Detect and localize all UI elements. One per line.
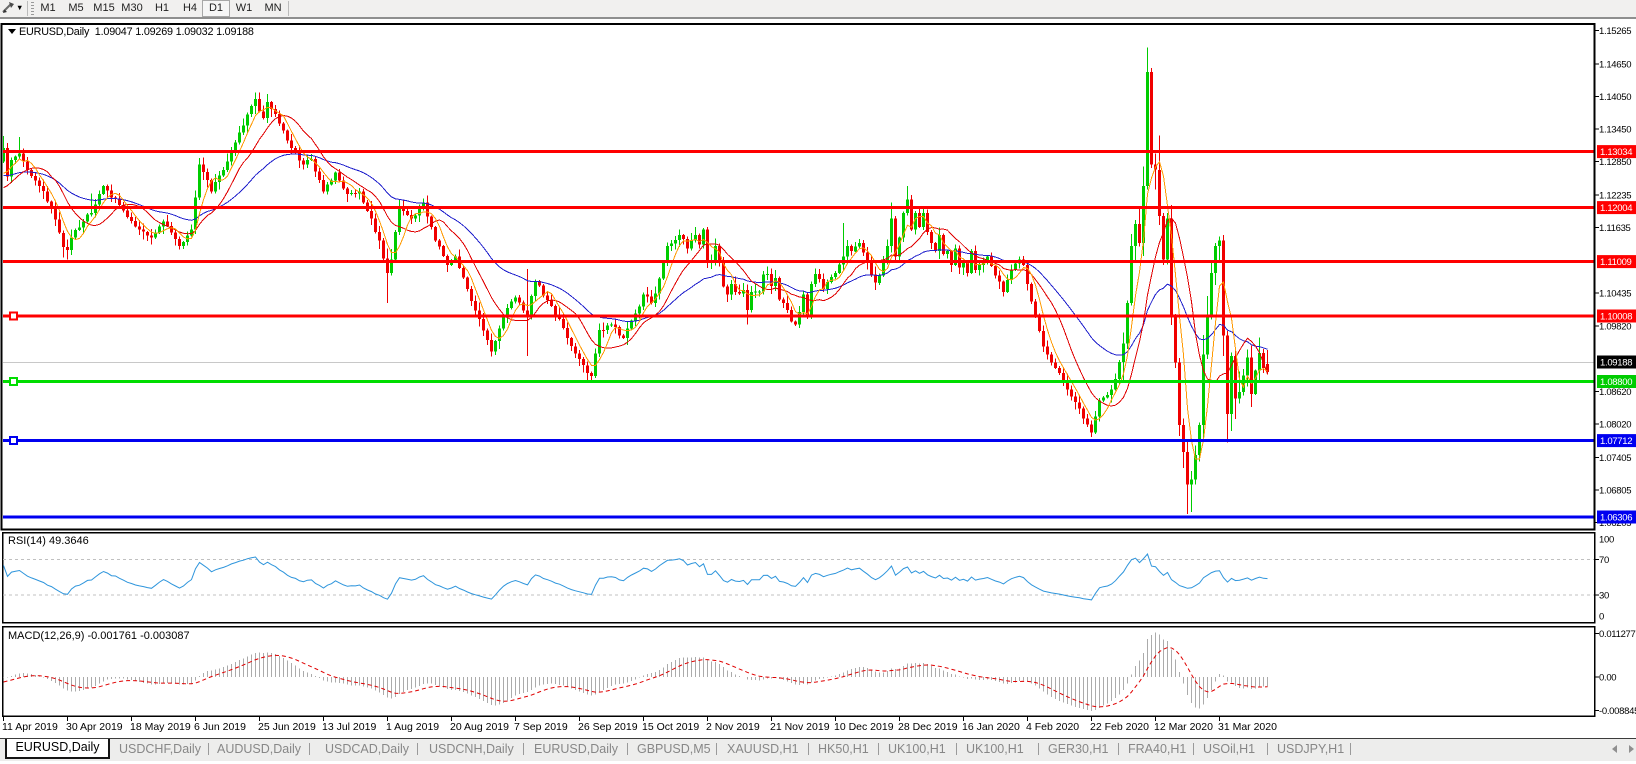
svg-text:1.10008: 1.10008 bbox=[1600, 312, 1632, 323]
svg-text:1.13034: 1.13034 bbox=[1600, 147, 1632, 158]
svg-text:25 Jun 2019: 25 Jun 2019 bbox=[258, 721, 316, 733]
svg-text:1.14650: 1.14650 bbox=[1599, 59, 1631, 70]
svg-text:1.15265: 1.15265 bbox=[1599, 26, 1631, 37]
svg-text:1.11635: 1.11635 bbox=[1599, 223, 1631, 234]
svg-text:1.10435: 1.10435 bbox=[1599, 288, 1631, 299]
svg-text:26 Sep 2019: 26 Sep 2019 bbox=[578, 721, 638, 733]
svg-text:1.08020: 1.08020 bbox=[1599, 419, 1631, 430]
svg-text:EURUSD,Daily 1.09047 1.09269: EURUSD,Daily 1.09047 1.09269 1.09032 1.0… bbox=[19, 26, 254, 38]
svg-text:22 Feb 2020: 22 Feb 2020 bbox=[1090, 721, 1149, 733]
svg-text:1.11009: 1.11009 bbox=[1600, 257, 1632, 268]
svg-text:-0.008845: -0.008845 bbox=[1599, 706, 1636, 717]
svg-text:1.12850: 1.12850 bbox=[1599, 157, 1631, 168]
svg-text:70: 70 bbox=[1599, 555, 1609, 566]
svg-text:28 Dec 2019: 28 Dec 2019 bbox=[898, 721, 958, 733]
svg-text:MACD(12,26,9) -0.001761 -0.003: MACD(12,26,9) -0.001761 -0.003087 bbox=[8, 630, 190, 642]
svg-text:16 Jan 2020: 16 Jan 2020 bbox=[962, 721, 1020, 733]
svg-text:18 May 2019: 18 May 2019 bbox=[130, 721, 191, 733]
svg-text:RSI(14) 49.3646: RSI(14) 49.3646 bbox=[8, 535, 89, 547]
svg-text:1 Aug 2019: 1 Aug 2019 bbox=[386, 721, 439, 733]
svg-text:100: 100 bbox=[1599, 534, 1614, 545]
svg-text:1.06805: 1.06805 bbox=[1599, 485, 1631, 496]
svg-text:0: 0 bbox=[1599, 611, 1604, 622]
svg-text:10 Dec 2019: 10 Dec 2019 bbox=[834, 721, 894, 733]
svg-text:1.13450: 1.13450 bbox=[1599, 125, 1631, 136]
svg-text:11 Apr 2019: 11 Apr 2019 bbox=[2, 721, 58, 733]
svg-text:15 Oct 2019: 15 Oct 2019 bbox=[642, 721, 699, 733]
svg-text:1.09820: 1.09820 bbox=[1599, 322, 1631, 333]
svg-text:2 Nov 2019: 2 Nov 2019 bbox=[706, 721, 760, 733]
svg-text:20 Aug 2019: 20 Aug 2019 bbox=[450, 721, 509, 733]
svg-text:1.12235: 1.12235 bbox=[1599, 191, 1631, 202]
svg-text:21 Nov 2019: 21 Nov 2019 bbox=[770, 721, 830, 733]
svg-text:1.12004: 1.12004 bbox=[1600, 203, 1632, 214]
svg-text:1.06306: 1.06306 bbox=[1600, 513, 1632, 524]
svg-text:1.07405: 1.07405 bbox=[1599, 453, 1631, 464]
svg-text:0.011277: 0.011277 bbox=[1599, 629, 1636, 640]
svg-text:1.08800: 1.08800 bbox=[1600, 377, 1632, 388]
svg-text:31 Mar 2020: 31 Mar 2020 bbox=[1218, 721, 1277, 733]
svg-text:13 Jul 2019: 13 Jul 2019 bbox=[322, 721, 376, 733]
svg-text:7 Sep 2019: 7 Sep 2019 bbox=[514, 721, 568, 733]
svg-text:30 Apr 2019: 30 Apr 2019 bbox=[66, 721, 123, 733]
svg-text:30: 30 bbox=[1599, 590, 1609, 601]
svg-text:1.08620: 1.08620 bbox=[1599, 387, 1631, 398]
svg-text:4 Feb 2020: 4 Feb 2020 bbox=[1026, 721, 1079, 733]
svg-text:1.14050: 1.14050 bbox=[1599, 92, 1631, 103]
svg-text:0.00: 0.00 bbox=[1599, 672, 1616, 683]
svg-text:1.09188: 1.09188 bbox=[1600, 358, 1632, 369]
svg-text:6 Jun 2019: 6 Jun 2019 bbox=[194, 721, 246, 733]
svg-text:12 Mar 2020: 12 Mar 2020 bbox=[1154, 721, 1213, 733]
svg-text:1.07712: 1.07712 bbox=[1600, 436, 1632, 447]
